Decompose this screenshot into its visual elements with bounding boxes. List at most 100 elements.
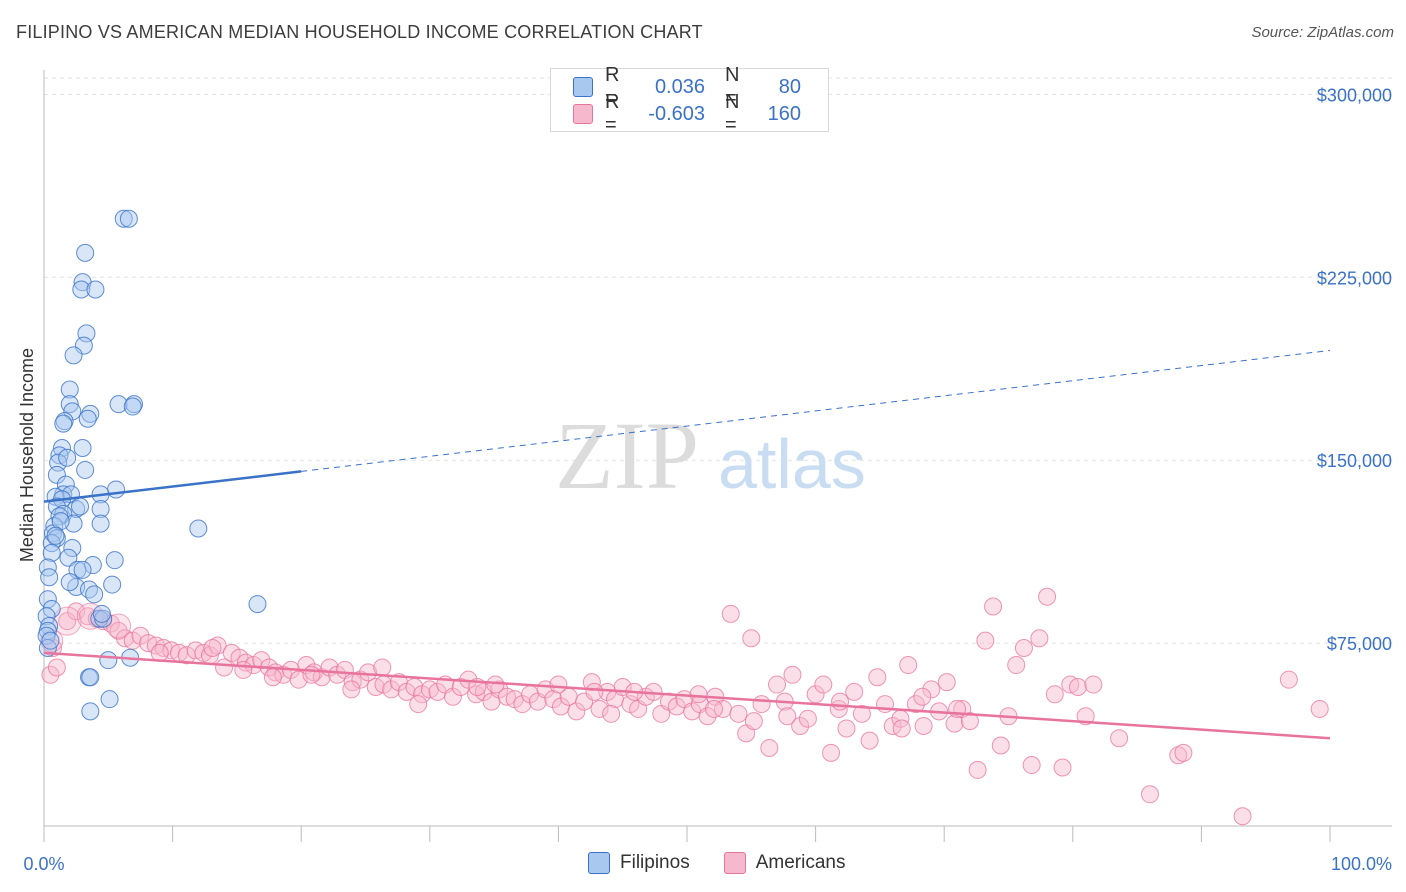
americans-point bbox=[837, 719, 856, 738]
filipinos-point bbox=[189, 519, 208, 538]
filipinos-point bbox=[46, 526, 65, 545]
filipinos-point bbox=[105, 551, 124, 570]
americans-point bbox=[359, 663, 378, 682]
americans-point bbox=[960, 712, 979, 731]
americans-point bbox=[443, 687, 462, 706]
filipinos-point bbox=[76, 460, 95, 479]
americans-point bbox=[109, 621, 128, 640]
americans-point bbox=[215, 658, 234, 677]
filipinos-point bbox=[73, 439, 92, 457]
correlation-legend: R = 0.036 N = 80 R = -0.603 N = 160 bbox=[550, 64, 829, 136]
filipinos-point bbox=[100, 690, 119, 709]
americans-point bbox=[914, 717, 933, 736]
filipinos-trend-extension bbox=[301, 349, 1331, 472]
filipinos-point bbox=[91, 514, 110, 533]
y-tick-label: $300,000 bbox=[1317, 85, 1392, 105]
filipinos-point bbox=[60, 573, 79, 592]
filipinos-point bbox=[109, 395, 128, 414]
americans-point bbox=[203, 638, 222, 657]
legend-item-americans[interactable]: Americans bbox=[723, 852, 846, 874]
americans-point bbox=[937, 673, 956, 692]
americans-point bbox=[698, 707, 717, 726]
filipinos-point bbox=[38, 558, 57, 577]
americans-point bbox=[913, 687, 932, 706]
filipinos-point bbox=[103, 575, 122, 594]
americans-point bbox=[150, 643, 169, 662]
americans-point bbox=[852, 704, 871, 723]
filipinos-point bbox=[60, 380, 79, 399]
filipinos-point bbox=[86, 280, 105, 299]
trend-lines bbox=[43, 349, 1331, 740]
americans-point bbox=[899, 656, 918, 675]
filipinos-point bbox=[90, 609, 109, 628]
americans-point bbox=[351, 670, 370, 689]
legend-n-value: 80 bbox=[778, 75, 801, 98]
americans-point bbox=[742, 629, 761, 648]
americans-point bbox=[814, 675, 833, 694]
filipinos-point bbox=[58, 448, 77, 467]
filipinos-square-icon bbox=[588, 852, 610, 874]
filipinos-point bbox=[64, 346, 83, 365]
filipinos-swatch-icon bbox=[573, 77, 593, 97]
legend-label-americans: Americans bbox=[755, 852, 846, 873]
americans-point bbox=[945, 714, 964, 733]
filipinos-point bbox=[107, 480, 126, 499]
filipinos-point bbox=[47, 465, 66, 484]
filipinos-point bbox=[81, 404, 100, 423]
americans-point bbox=[1084, 675, 1103, 694]
americans-point bbox=[252, 651, 271, 670]
legend-row-filipinos: R = 0.036 N = 80 bbox=[573, 64, 801, 109]
filipinos-point bbox=[76, 243, 95, 262]
filipinos-point bbox=[63, 402, 82, 421]
x-tick-label-end: 100.0% bbox=[1331, 854, 1392, 874]
y-tick-label: $150,000 bbox=[1317, 451, 1392, 471]
filipinos-point bbox=[248, 595, 267, 614]
axes bbox=[43, 70, 1392, 842]
series-legend: Filipinos Americans bbox=[588, 852, 879, 874]
filipinos-point bbox=[42, 543, 61, 562]
chart-title: FILIPINO VS AMERICAN MEDIAN HOUSEHOLD IN… bbox=[16, 22, 703, 42]
americans-point bbox=[1110, 729, 1129, 748]
filipinos-point bbox=[72, 280, 91, 299]
americans-point bbox=[585, 682, 604, 701]
filipinos-point bbox=[123, 397, 142, 416]
chart-source: Source: ZipAtlas.com bbox=[1251, 24, 1394, 41]
series-americans-points bbox=[40, 587, 1329, 826]
filipinos-point bbox=[81, 668, 100, 687]
americans-point bbox=[729, 704, 748, 723]
filipinos-point bbox=[85, 585, 104, 604]
americans-point bbox=[602, 704, 621, 723]
legend-n-label: N = bbox=[725, 64, 740, 109]
americans-point bbox=[513, 695, 532, 714]
filipinos-point bbox=[73, 560, 92, 579]
legend-r-label: R = bbox=[605, 91, 620, 136]
legend-item-filipinos[interactable]: Filipinos bbox=[588, 852, 690, 874]
filipinos-point bbox=[119, 209, 138, 228]
americans-point bbox=[76, 602, 104, 630]
legend-n-value: 160 bbox=[767, 102, 801, 125]
filipinos-point bbox=[40, 568, 59, 587]
y-tick-label: $225,000 bbox=[1317, 268, 1392, 288]
americans-point bbox=[47, 658, 66, 677]
americans-point bbox=[868, 668, 887, 687]
americans-point bbox=[486, 675, 505, 694]
americans-point bbox=[721, 604, 740, 623]
americans-point bbox=[549, 675, 568, 694]
americans-point bbox=[831, 692, 850, 711]
x-tick-label-start: 0.0% bbox=[23, 854, 64, 874]
americans-point bbox=[689, 685, 708, 704]
americans-point bbox=[208, 636, 227, 655]
americans-point bbox=[1169, 746, 1188, 765]
filipinos-point bbox=[71, 497, 90, 516]
filipinos-point bbox=[54, 414, 73, 433]
filipinos-point bbox=[99, 651, 118, 670]
americans-point bbox=[822, 743, 841, 762]
americans-square-icon bbox=[723, 852, 746, 874]
americans-point bbox=[312, 668, 331, 687]
americans-point bbox=[1007, 656, 1026, 675]
americans-point bbox=[760, 738, 779, 757]
filipinos-trend-line bbox=[43, 470, 302, 503]
americans-point bbox=[373, 658, 392, 677]
americans-point bbox=[778, 707, 797, 726]
